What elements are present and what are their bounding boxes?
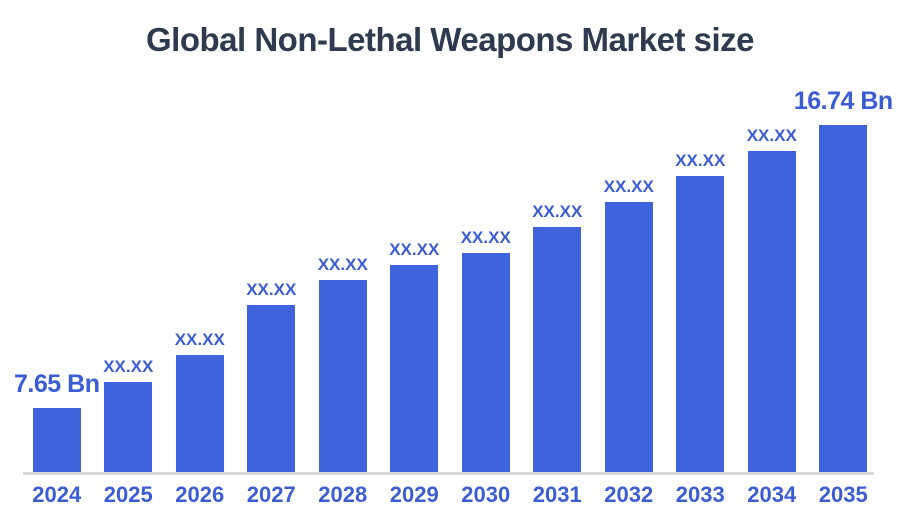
year-label: 2026 xyxy=(175,482,225,507)
value-label: 16.74 Bn xyxy=(793,87,893,115)
bar-column: XX.XX xyxy=(164,0,236,472)
bar xyxy=(676,176,725,472)
bar xyxy=(819,125,868,472)
year-label: 2035 xyxy=(818,482,868,507)
bars-row: 7.65 Bn XX.XX XX.XX XX.XX XX.XX XX.XX XX.XX XX.… xyxy=(14,0,893,472)
value-label: XX.XX xyxy=(460,228,511,247)
bar-column: XX.XX xyxy=(736,0,808,472)
value-label: XX.XX xyxy=(746,126,797,145)
bar xyxy=(461,253,510,472)
value-label: XX.XX xyxy=(675,151,726,170)
year-label: 2030 xyxy=(461,482,511,507)
x-axis-labels: 2024 2025 2026 2027 2028 2029 2030 2031 2032 2033… xyxy=(21,482,879,508)
value-label: XX.XX xyxy=(532,202,583,221)
bar-column: XX.XX xyxy=(379,0,451,472)
value-label: XX.XX xyxy=(174,330,225,349)
year-label: 2033 xyxy=(675,482,725,507)
chart-title: Global Non-Lethal Weapons Market size xyxy=(145,21,755,58)
bar xyxy=(318,280,367,472)
year-label: 2025 xyxy=(103,482,153,507)
year-label: 2031 xyxy=(532,482,582,507)
bar xyxy=(104,382,153,472)
bar-column: XX.XX xyxy=(593,0,665,472)
year-label: 2032 xyxy=(604,482,654,507)
bar-column: XX.XX xyxy=(450,0,522,472)
year-label: 2034 xyxy=(747,482,797,507)
x-axis-line xyxy=(23,472,874,475)
year-label: 2024 xyxy=(32,482,82,507)
value-label: XX.XX xyxy=(317,255,368,274)
bar xyxy=(247,305,296,472)
bar-column: XX.XX xyxy=(522,0,594,472)
bar xyxy=(747,151,796,472)
bar xyxy=(604,202,653,472)
bar-column: 16.74 Bn xyxy=(794,0,893,472)
year-label: 2027 xyxy=(246,482,296,507)
bar xyxy=(533,227,582,472)
bar-column: XX.XX xyxy=(665,0,737,472)
bar-column: XX.XX xyxy=(93,0,165,472)
bar xyxy=(390,265,439,472)
bar-column: XX.XX xyxy=(236,0,308,472)
year-label: 2029 xyxy=(389,482,439,507)
bar xyxy=(175,355,224,472)
value-label: XX.XX xyxy=(389,240,440,259)
bar-column: 7.65 Bn xyxy=(14,0,100,472)
bar xyxy=(32,408,81,472)
value-label: XX.XX xyxy=(103,357,154,376)
bar-column: XX.XX xyxy=(307,0,379,472)
value-label: XX.XX xyxy=(246,280,297,299)
year-label: 2028 xyxy=(318,482,368,507)
value-label: XX.XX xyxy=(603,177,654,196)
value-label: 7.65 Bn xyxy=(14,370,100,398)
